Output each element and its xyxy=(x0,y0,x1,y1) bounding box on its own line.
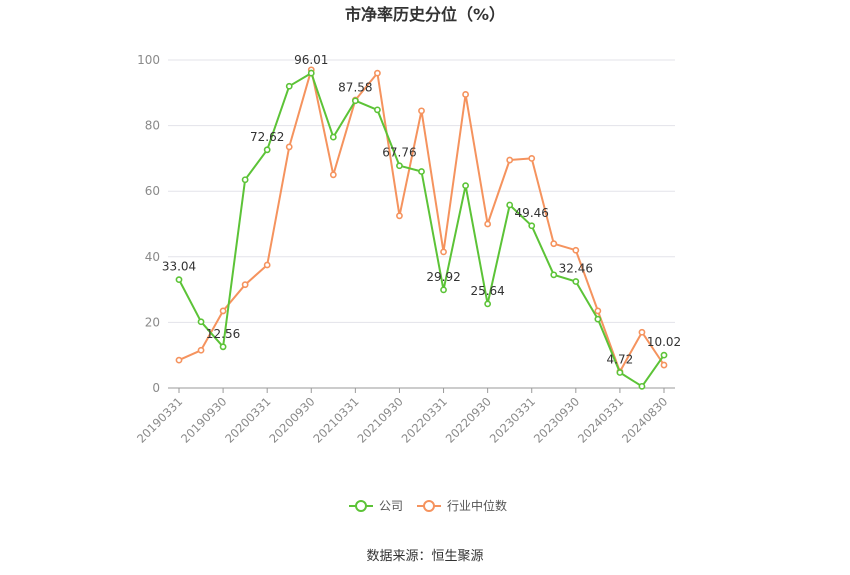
data-point xyxy=(594,307,602,315)
data-point xyxy=(329,171,337,179)
data-point xyxy=(572,246,580,254)
x-tick-label: 20230331 xyxy=(487,394,538,445)
x-tick-label: 20190930 xyxy=(178,394,229,445)
data-point xyxy=(572,278,580,285)
data-point xyxy=(396,162,403,170)
data-point xyxy=(175,276,183,284)
data-label: 87.58 xyxy=(338,81,372,95)
axes: 0 20 40 60 80 100 2019033120190930202003312020… xyxy=(134,53,670,446)
data-label: 72.62 xyxy=(250,130,284,144)
y-tick-label: 40 xyxy=(145,250,160,264)
x-tick-label: 20230930 xyxy=(531,394,582,445)
data-point xyxy=(396,212,403,220)
data-point xyxy=(241,176,249,184)
data-point xyxy=(329,133,337,141)
legend-swatch-marker xyxy=(355,500,367,512)
data-point xyxy=(462,91,469,98)
data-point xyxy=(263,261,271,269)
chart-title: 市净率历史分位（%） xyxy=(345,5,505,24)
data-label: 25.64 xyxy=(470,284,504,298)
data-point xyxy=(285,143,293,151)
data-point xyxy=(219,343,227,351)
data-label: 49.46 xyxy=(515,206,549,220)
legend-swatch-marker xyxy=(423,500,435,512)
data-labels: 33.04 12.56 72.62 96.01 87.58 67.76 29.92 25.64… xyxy=(162,53,681,366)
data-point xyxy=(506,156,514,164)
data-point xyxy=(550,240,558,248)
legend[interactable]: 公司 行业中位数 xyxy=(349,498,507,513)
data-label: 4.72 xyxy=(607,353,634,367)
x-tick-label: 20220331 xyxy=(399,394,450,445)
series-1 xyxy=(175,66,668,375)
x-tick-label: 20200930 xyxy=(266,394,317,445)
data-point xyxy=(374,106,381,114)
series-line xyxy=(178,72,665,388)
x-tick-label: 20200331 xyxy=(222,394,273,445)
y-tick-label: 0 xyxy=(152,381,160,395)
data-point xyxy=(528,222,536,230)
data-label: 96.01 xyxy=(294,53,328,67)
source-note: 数据来源：恒生聚源 xyxy=(366,549,483,564)
data-point xyxy=(374,69,381,77)
y-tick-label: 60 xyxy=(145,184,160,198)
x-tick-label: 20210331 xyxy=(310,394,361,445)
data-point xyxy=(616,369,624,376)
data-point xyxy=(440,286,447,294)
data-point xyxy=(285,82,293,90)
data-point xyxy=(638,382,646,390)
data-point xyxy=(418,107,425,115)
series-layer xyxy=(175,66,668,390)
series-line xyxy=(178,68,665,373)
data-point xyxy=(660,351,668,359)
legend-label: 行业中位数 xyxy=(447,498,507,513)
x-tick-label: 20190331 xyxy=(134,394,185,445)
x-tick-label: 20240331 xyxy=(575,394,626,445)
data-point xyxy=(550,271,558,279)
data-point xyxy=(484,300,492,308)
x-tick-label: 20220930 xyxy=(443,394,494,445)
x-tick-label: 20240830 xyxy=(619,394,670,445)
y-tick-label: 80 xyxy=(145,119,160,133)
data-point xyxy=(506,201,514,209)
data-point xyxy=(219,307,227,315)
data-point xyxy=(528,154,536,162)
data-point xyxy=(660,361,668,369)
legend-item-0[interactable]: 公司 xyxy=(349,499,403,513)
data-point xyxy=(175,356,183,364)
x-tick-label: 20210930 xyxy=(354,394,405,445)
series-0 xyxy=(175,69,668,390)
data-point xyxy=(594,315,602,323)
data-point xyxy=(197,346,205,354)
y-tick-label: 100 xyxy=(137,53,160,67)
data-point xyxy=(197,318,205,326)
y-tick-label: 20 xyxy=(145,315,160,329)
data-point xyxy=(484,220,492,228)
legend-label: 公司 xyxy=(379,499,403,513)
data-label: 12.56 xyxy=(206,327,240,341)
data-point xyxy=(462,182,469,190)
data-label: 33.04 xyxy=(162,260,196,274)
data-point xyxy=(263,146,271,154)
data-label: 29.92 xyxy=(426,270,460,284)
data-point xyxy=(638,328,646,336)
grid xyxy=(168,59,675,389)
data-point xyxy=(307,69,315,77)
data-point xyxy=(351,97,359,105)
data-point xyxy=(418,168,425,175)
legend-item-1[interactable]: 行业中位数 xyxy=(417,498,507,513)
data-point xyxy=(440,248,447,256)
data-label: 67.76 xyxy=(382,146,416,160)
data-point xyxy=(241,281,249,289)
data-label: 32.46 xyxy=(559,262,593,276)
data-label: 10.02 xyxy=(647,335,681,349)
